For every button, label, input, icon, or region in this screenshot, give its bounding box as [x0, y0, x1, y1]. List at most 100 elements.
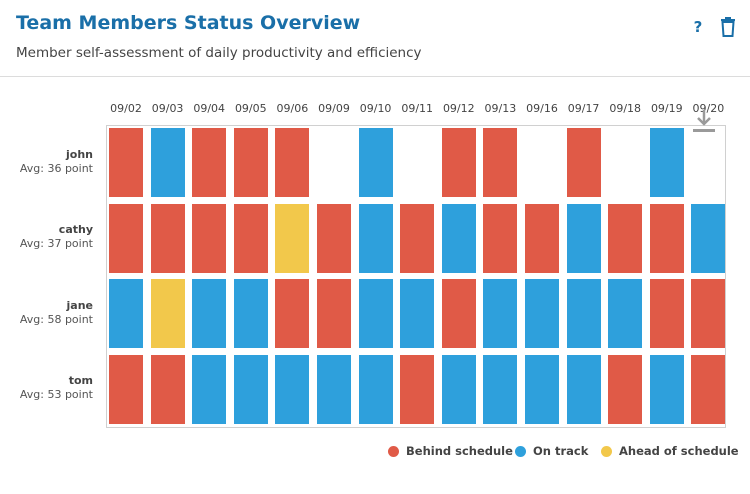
status-cell[interactable]: [192, 128, 227, 197]
status-cell[interactable]: [275, 354, 310, 424]
member-name: john: [66, 147, 93, 161]
card-header: Team Members Status Overview Member self…: [0, 0, 750, 77]
member-average: Avg: 36 point: [19, 161, 93, 175]
status-cell[interactable]: [358, 279, 393, 349]
legend-swatch: [515, 445, 526, 457]
status-cell[interactable]: [275, 128, 310, 197]
status-cell[interactable]: [525, 279, 559, 349]
status-cell[interactable]: [358, 203, 393, 273]
status-cell[interactable]: [400, 279, 435, 349]
member-name: jane: [66, 298, 94, 312]
legend-label: Behind schedule: [406, 444, 513, 458]
member-label: jane Avg: 58 point: [0, 299, 93, 327]
status-cell[interactable]: [525, 354, 559, 424]
status-cell[interactable]: [233, 128, 268, 197]
status-cell[interactable]: [525, 203, 559, 273]
status-cell[interactable]: [608, 354, 643, 424]
status-cell[interactable]: [649, 128, 684, 197]
status-cell[interactable]: [649, 203, 684, 273]
date-label: 09/20: [692, 102, 725, 115]
status-cell[interactable]: [566, 203, 601, 273]
status-cell[interactable]: [483, 354, 518, 424]
status-cell[interactable]: [317, 203, 351, 273]
date-label: 09/17: [567, 102, 600, 115]
status-cell[interactable]: [358, 354, 393, 424]
status-cell[interactable]: [150, 279, 185, 349]
status-cell[interactable]: [109, 279, 143, 349]
status-cell[interactable]: [233, 203, 268, 273]
status-cell[interactable]: [483, 128, 518, 197]
status-cell[interactable]: [441, 354, 476, 424]
status-cell[interactable]: [483, 203, 518, 273]
date-label: 09/12: [442, 102, 475, 115]
legend-label: Ahead of schedule: [619, 444, 739, 458]
member-label: cathy Avg: 37 point: [0, 223, 93, 251]
status-cell[interactable]: [649, 279, 684, 349]
member-name: tom: [68, 374, 93, 388]
date-label: 09/04: [193, 102, 226, 115]
status-cell[interactable]: [483, 279, 518, 349]
date-label: 09/09: [318, 102, 350, 115]
date-label: 09/10: [359, 102, 392, 115]
status-cell[interactable]: [109, 203, 143, 273]
status-cell[interactable]: [691, 203, 726, 273]
status-cell[interactable]: [649, 354, 684, 424]
status-cell[interactable]: [192, 354, 227, 424]
legend-swatch: [388, 445, 399, 457]
member-average: Avg: 53 point: [19, 388, 93, 402]
status-cell[interactable]: [691, 354, 726, 424]
status-cell[interactable]: [275, 279, 310, 349]
legend-label: On track: [533, 444, 589, 458]
status-heatmap: 09/02 09/03 09/04 09/05 09/06 09/09 09/10 09/11…: [0, 76, 750, 494]
date-label: 09/02: [110, 102, 142, 115]
date-label: 09/06: [276, 102, 309, 115]
status-cell[interactable]: [150, 354, 185, 424]
date-label: 09/03: [151, 102, 184, 115]
status-cell[interactable]: [691, 279, 726, 349]
status-cell[interactable]: [400, 203, 435, 273]
date-label: 09/05: [234, 102, 267, 115]
member-name: cathy: [58, 223, 93, 237]
member-average: Avg: 37 point: [19, 237, 93, 251]
status-cell[interactable]: [233, 279, 268, 349]
status-cell[interactable]: [233, 354, 268, 424]
status-cell[interactable]: [109, 354, 143, 424]
status-cell[interactable]: [608, 203, 643, 273]
status-cell[interactable]: [400, 354, 435, 424]
delete-button[interactable]: [719, 17, 737, 37]
question-mark-icon: ?: [693, 18, 703, 36]
download-button[interactable]: [691, 108, 717, 136]
status-cell[interactable]: [317, 279, 351, 349]
status-cell[interactable]: [358, 128, 393, 197]
date-label: 09/13: [484, 102, 517, 115]
status-cell[interactable]: [192, 203, 227, 273]
plot-frame: [106, 125, 726, 428]
date-label: 09/11: [401, 102, 434, 115]
member-label: john Avg: 36 point: [0, 148, 93, 176]
status-cell[interactable]: [150, 203, 185, 273]
status-cell[interactable]: [441, 279, 476, 349]
page-subtitle: Member self-assessment of daily producti…: [16, 45, 422, 61]
status-cell[interactable]: [608, 279, 643, 349]
status-cell[interactable]: [317, 354, 351, 424]
status-cell[interactable]: [441, 203, 476, 273]
legend-item[interactable]: Ahead of schedule: [601, 442, 739, 460]
legend-swatch: [601, 445, 612, 457]
member-label: tom Avg: 53 point: [0, 374, 93, 402]
status-cell[interactable]: [192, 279, 227, 349]
download-icon: [693, 110, 715, 132]
legend-item[interactable]: Behind schedule: [388, 442, 513, 460]
status-cell[interactable]: [441, 128, 476, 197]
status-cell[interactable]: [566, 128, 601, 197]
status-cell[interactable]: [566, 354, 601, 424]
date-label: 09/16: [526, 102, 558, 115]
status-cell[interactable]: [150, 128, 185, 197]
date-label: 09/18: [609, 102, 642, 115]
page-title: Team Members Status Overview: [16, 12, 361, 34]
status-cell[interactable]: [109, 128, 143, 197]
status-cell[interactable]: [275, 203, 310, 273]
help-button[interactable]: ?: [690, 17, 706, 37]
status-cell[interactable]: [566, 279, 601, 349]
trash-icon: [721, 17, 735, 37]
legend-item[interactable]: On track: [515, 442, 588, 460]
